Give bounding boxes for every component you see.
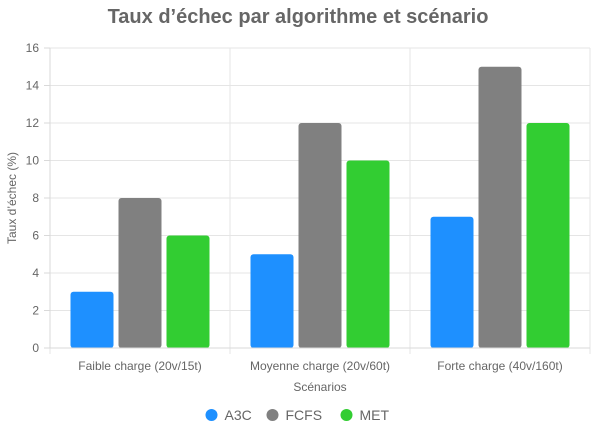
- bars: [70, 66, 570, 349]
- bar-met-1[interactable]: [166, 235, 210, 349]
- legend-item-a3c[interactable]: A3C: [205, 407, 252, 423]
- legend-marker: [266, 409, 279, 421]
- x-tick-label: Faible charge (20v/15t): [78, 359, 201, 373]
- legend-label: MET: [360, 407, 390, 423]
- chart-title: Taux d’échec par algorithme et scénario: [108, 6, 489, 28]
- bar-fcfs-2[interactable]: [298, 123, 342, 348]
- y-tick-label: 12: [26, 116, 40, 130]
- bar-fcfs-1[interactable]: [118, 198, 162, 348]
- bar-met-2[interactable]: [346, 160, 390, 349]
- x-axis-label: Scénarios: [293, 380, 346, 394]
- bar-a3c-2[interactable]: [250, 254, 294, 348]
- y-tick-label: 8: [32, 191, 39, 205]
- legend-label: A3C: [225, 407, 252, 423]
- legend-item-met[interactable]: MET: [340, 407, 390, 423]
- legend-marker: [340, 409, 353, 421]
- y-axis-label: Taux d’échec (%): [5, 152, 19, 244]
- bar-a3c-1[interactable]: [70, 291, 114, 348]
- y-tick-label: 16: [26, 41, 40, 55]
- y-tick-label: 4: [32, 266, 39, 280]
- legend[interactable]: A3C FCFS MET: [205, 407, 390, 423]
- x-tick-labels: Faible charge (20v/15t) Moyenne charge (2…: [78, 359, 562, 373]
- y-tick-label: 14: [26, 79, 40, 93]
- y-tick-labels: 0 2 4 6 8 10 12 14 16: [26, 41, 40, 355]
- legend-item-fcfs[interactable]: FCFS: [266, 407, 323, 423]
- y-tick-label: 0: [32, 341, 39, 355]
- legend-marker: [205, 409, 218, 421]
- y-tick-label: 6: [32, 229, 39, 243]
- bar-fcfs-3[interactable]: [478, 66, 522, 348]
- x-tick-label: Forte charge (40v/160t): [437, 359, 562, 373]
- axes: [44, 47, 590, 349]
- bar-a3c-3[interactable]: [430, 216, 474, 348]
- legend-label: FCFS: [286, 407, 323, 423]
- y-tick-label: 2: [32, 304, 39, 318]
- x-tick-label: Moyenne charge (20v/60t): [250, 359, 390, 373]
- bar-met-3[interactable]: [526, 123, 570, 348]
- y-tick-label: 10: [26, 154, 40, 168]
